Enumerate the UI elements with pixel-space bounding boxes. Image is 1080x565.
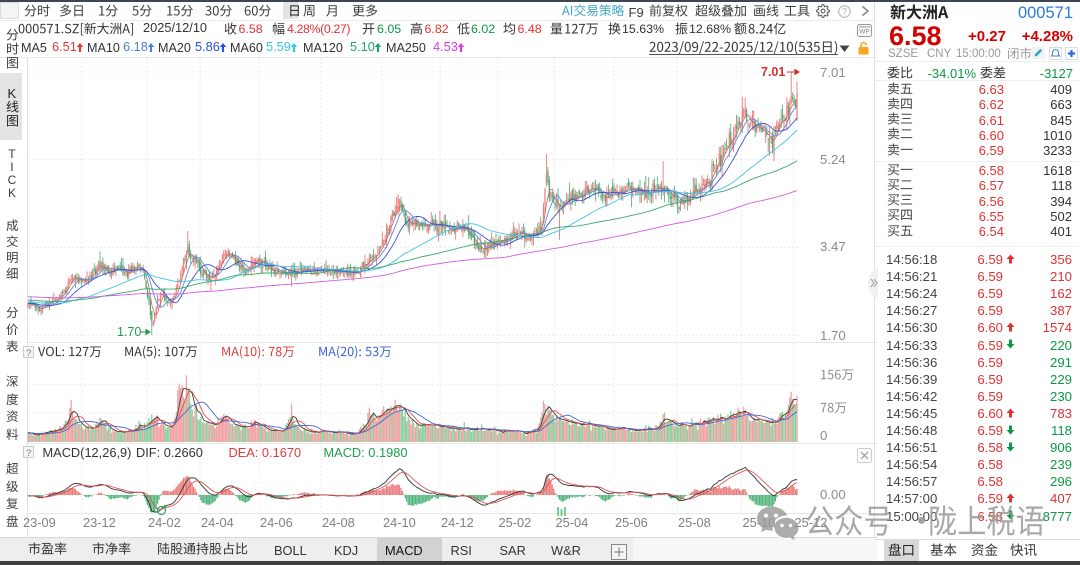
svg-text:WP: WP xyxy=(859,29,869,36)
svg-text:?: ? xyxy=(842,7,847,17)
